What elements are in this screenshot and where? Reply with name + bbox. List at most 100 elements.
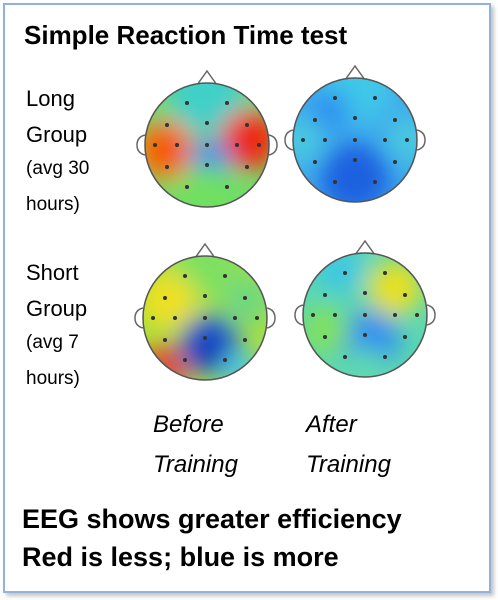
column-label: After: [304, 411, 358, 438]
blob: [236, 126, 264, 154]
labels: Long Group (avg 30 hours) Short Group (avg 7 ho…: [26, 86, 392, 478]
blob: [320, 143, 390, 202]
map-fill: [303, 253, 427, 377]
electrode: [373, 180, 377, 184]
electrode: [203, 316, 207, 320]
electrode: [353, 158, 357, 162]
column-label: Training: [153, 451, 239, 478]
electrode: [185, 101, 189, 105]
electrode: [343, 355, 347, 359]
electrode: [163, 296, 167, 300]
electrode: [225, 185, 229, 189]
electrode: [203, 294, 207, 298]
electrode: [333, 180, 337, 184]
electrode: [205, 143, 209, 147]
blob: [367, 260, 423, 316]
electrode: [203, 336, 207, 340]
electrode: [173, 316, 177, 320]
ear: [268, 134, 278, 156]
electrode: [403, 335, 407, 339]
electrode: [311, 313, 315, 317]
blob: [177, 165, 237, 207]
topomap: [284, 64, 426, 203]
row-label: Group: [26, 122, 87, 147]
electrode: [243, 296, 247, 300]
ear: [136, 134, 146, 156]
title: Simple Reaction Time test: [24, 20, 348, 50]
electrode: [323, 293, 327, 297]
electrode: [405, 138, 409, 142]
electrode: [373, 96, 377, 100]
head-outline: [292, 77, 418, 203]
row-label: hours): [26, 368, 80, 389]
ear: [426, 304, 436, 326]
electrode: [323, 138, 327, 142]
electrode: [223, 358, 227, 362]
blobs: [293, 78, 417, 202]
nose: [196, 69, 218, 86]
electrode: [353, 116, 357, 120]
electrode: [383, 138, 387, 142]
footer-line: Red is less; blue is more: [22, 542, 339, 572]
electrode: [153, 143, 157, 147]
blob: [167, 83, 247, 135]
ear: [284, 129, 294, 151]
electrode: [183, 358, 187, 362]
electrode: [383, 271, 387, 275]
blob: [293, 115, 325, 165]
electrode: [403, 293, 407, 297]
electrode: [363, 291, 367, 295]
electrode: [333, 313, 337, 317]
electrode: [333, 96, 337, 100]
footer-line: EEG shows greater efficiency: [22, 504, 402, 534]
electrode: [313, 160, 317, 164]
head-outline: [142, 255, 268, 381]
electrode: [393, 160, 397, 164]
electrode: [363, 333, 367, 337]
electrode: [233, 316, 237, 320]
electrode: [245, 123, 249, 127]
blobs: [145, 83, 269, 207]
nose: [344, 64, 366, 81]
electrode: [223, 274, 227, 278]
electrode: [257, 143, 261, 147]
head-outline: [302, 252, 428, 378]
electrode: [185, 185, 189, 189]
row-label: (avg 7: [26, 332, 79, 353]
electrode: [313, 118, 317, 122]
electrode: [205, 163, 209, 167]
blob: [196, 338, 224, 366]
electrode: [415, 313, 419, 317]
topomap: [294, 239, 436, 378]
map-fill: [145, 83, 269, 207]
row-label: (avg 30: [26, 158, 89, 179]
topomap: [136, 69, 278, 208]
electrode: [151, 316, 155, 320]
electrode: [205, 121, 209, 125]
map-fill: [293, 78, 417, 202]
electrode: [165, 123, 169, 127]
ear: [416, 129, 426, 151]
blobs: [303, 253, 423, 377]
blob: [310, 90, 350, 130]
electrode: [245, 165, 249, 169]
electrode: [393, 313, 397, 317]
electrode: [163, 338, 167, 342]
electrode: [363, 313, 367, 317]
electrode: [165, 165, 169, 169]
blob: [151, 136, 179, 164]
electrode: [183, 274, 187, 278]
blob: [385, 115, 417, 165]
electrode: [353, 138, 357, 142]
electrode: [393, 118, 397, 122]
electrode: [301, 138, 305, 142]
nose: [354, 239, 376, 256]
electrode: [175, 143, 179, 147]
electrode: [235, 143, 239, 147]
blob: [303, 305, 350, 355]
ear: [294, 304, 304, 326]
row-label: Short: [26, 260, 79, 285]
row-label: Long: [26, 86, 75, 111]
head-outline: [144, 82, 270, 208]
nose: [194, 242, 216, 259]
